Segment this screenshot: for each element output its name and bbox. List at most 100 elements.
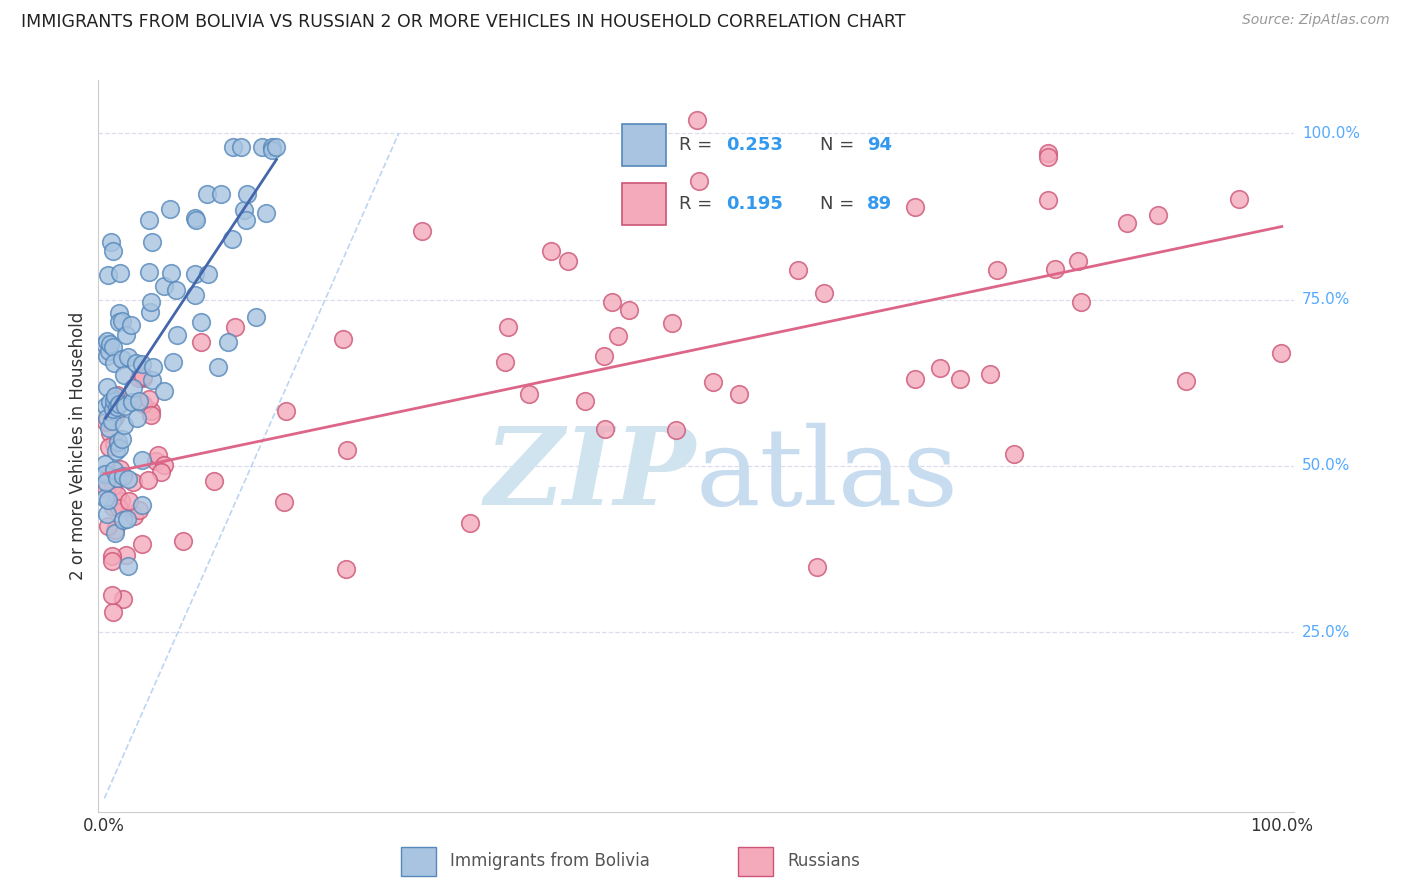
Point — [411, 224, 433, 238]
Point — [665, 423, 688, 437]
Text: 89: 89 — [866, 195, 891, 213]
Point — [146, 448, 169, 462]
Text: R =: R = — [679, 136, 718, 154]
Point — [186, 212, 208, 227]
Point — [122, 475, 145, 490]
Point — [94, 337, 117, 351]
Point — [153, 384, 176, 398]
Point — [153, 458, 176, 473]
Point — [141, 373, 163, 387]
Point — [517, 386, 540, 401]
Point — [949, 372, 972, 386]
Point — [103, 393, 125, 408]
Point — [1270, 345, 1292, 359]
Text: 25.0%: 25.0% — [1302, 624, 1350, 640]
Point — [94, 475, 117, 489]
Point — [1146, 208, 1168, 222]
Point — [131, 453, 153, 467]
Point — [592, 349, 614, 363]
Point — [254, 206, 277, 220]
Point — [1036, 145, 1059, 160]
Text: 50.0%: 50.0% — [1302, 458, 1350, 474]
Point — [122, 381, 145, 395]
Point — [813, 286, 835, 301]
Point — [202, 474, 225, 488]
Point — [101, 549, 124, 563]
Point — [184, 267, 207, 281]
Point — [115, 548, 138, 562]
FancyBboxPatch shape — [623, 124, 666, 166]
Point — [101, 554, 124, 568]
Point — [172, 534, 194, 549]
Point — [96, 411, 118, 425]
Point — [101, 414, 124, 428]
Point — [96, 380, 118, 394]
Point — [97, 518, 120, 533]
Point — [231, 140, 253, 154]
FancyBboxPatch shape — [401, 847, 436, 876]
Point — [273, 495, 295, 509]
Point — [121, 394, 143, 409]
Point — [162, 355, 184, 369]
Point — [117, 472, 139, 486]
Point — [104, 524, 127, 538]
Point — [103, 356, 125, 370]
Point — [197, 268, 219, 282]
Point — [115, 328, 138, 343]
Point — [128, 503, 150, 517]
Point — [103, 341, 125, 355]
Point — [1175, 375, 1198, 389]
Point — [217, 334, 239, 349]
Point — [120, 318, 142, 332]
Point — [132, 369, 155, 384]
Point — [335, 562, 357, 576]
Point — [110, 494, 132, 508]
Point — [104, 410, 127, 425]
Point — [103, 392, 125, 406]
Point — [574, 394, 596, 409]
Point — [458, 516, 481, 530]
Point — [139, 404, 162, 418]
Point — [131, 357, 153, 371]
Text: ZIP: ZIP — [485, 422, 696, 528]
Point — [122, 508, 145, 523]
Point — [1116, 216, 1139, 230]
FancyBboxPatch shape — [738, 847, 773, 876]
Point — [94, 483, 117, 497]
Point — [335, 442, 357, 457]
Point — [142, 360, 165, 375]
Point — [108, 397, 131, 411]
Point — [104, 525, 127, 540]
Text: Immigrants from Bolivia: Immigrants from Bolivia — [450, 852, 650, 870]
Point — [117, 350, 139, 364]
Point — [787, 263, 810, 277]
Point — [986, 263, 1008, 277]
Point — [139, 304, 162, 318]
Point — [141, 294, 163, 309]
Point — [114, 400, 136, 414]
Point — [209, 186, 232, 201]
Text: R =: R = — [679, 195, 718, 213]
Point — [107, 435, 129, 450]
Point — [112, 591, 135, 606]
Point — [101, 479, 124, 493]
Point — [125, 356, 148, 370]
Point — [98, 337, 121, 351]
Point — [117, 559, 139, 574]
Point — [107, 488, 129, 502]
Point — [101, 589, 124, 603]
Point — [97, 467, 120, 481]
Point — [96, 334, 118, 348]
Point — [108, 441, 131, 455]
Point — [94, 491, 117, 505]
Point — [98, 426, 121, 441]
Point — [184, 287, 207, 301]
Point — [100, 235, 122, 249]
Point — [138, 392, 160, 406]
Point — [607, 328, 630, 343]
Point — [661, 316, 683, 330]
Text: Russians: Russians — [787, 852, 860, 870]
Point — [141, 235, 163, 249]
Text: Source: ZipAtlas.com: Source: ZipAtlas.com — [1241, 13, 1389, 28]
Point — [111, 513, 134, 527]
